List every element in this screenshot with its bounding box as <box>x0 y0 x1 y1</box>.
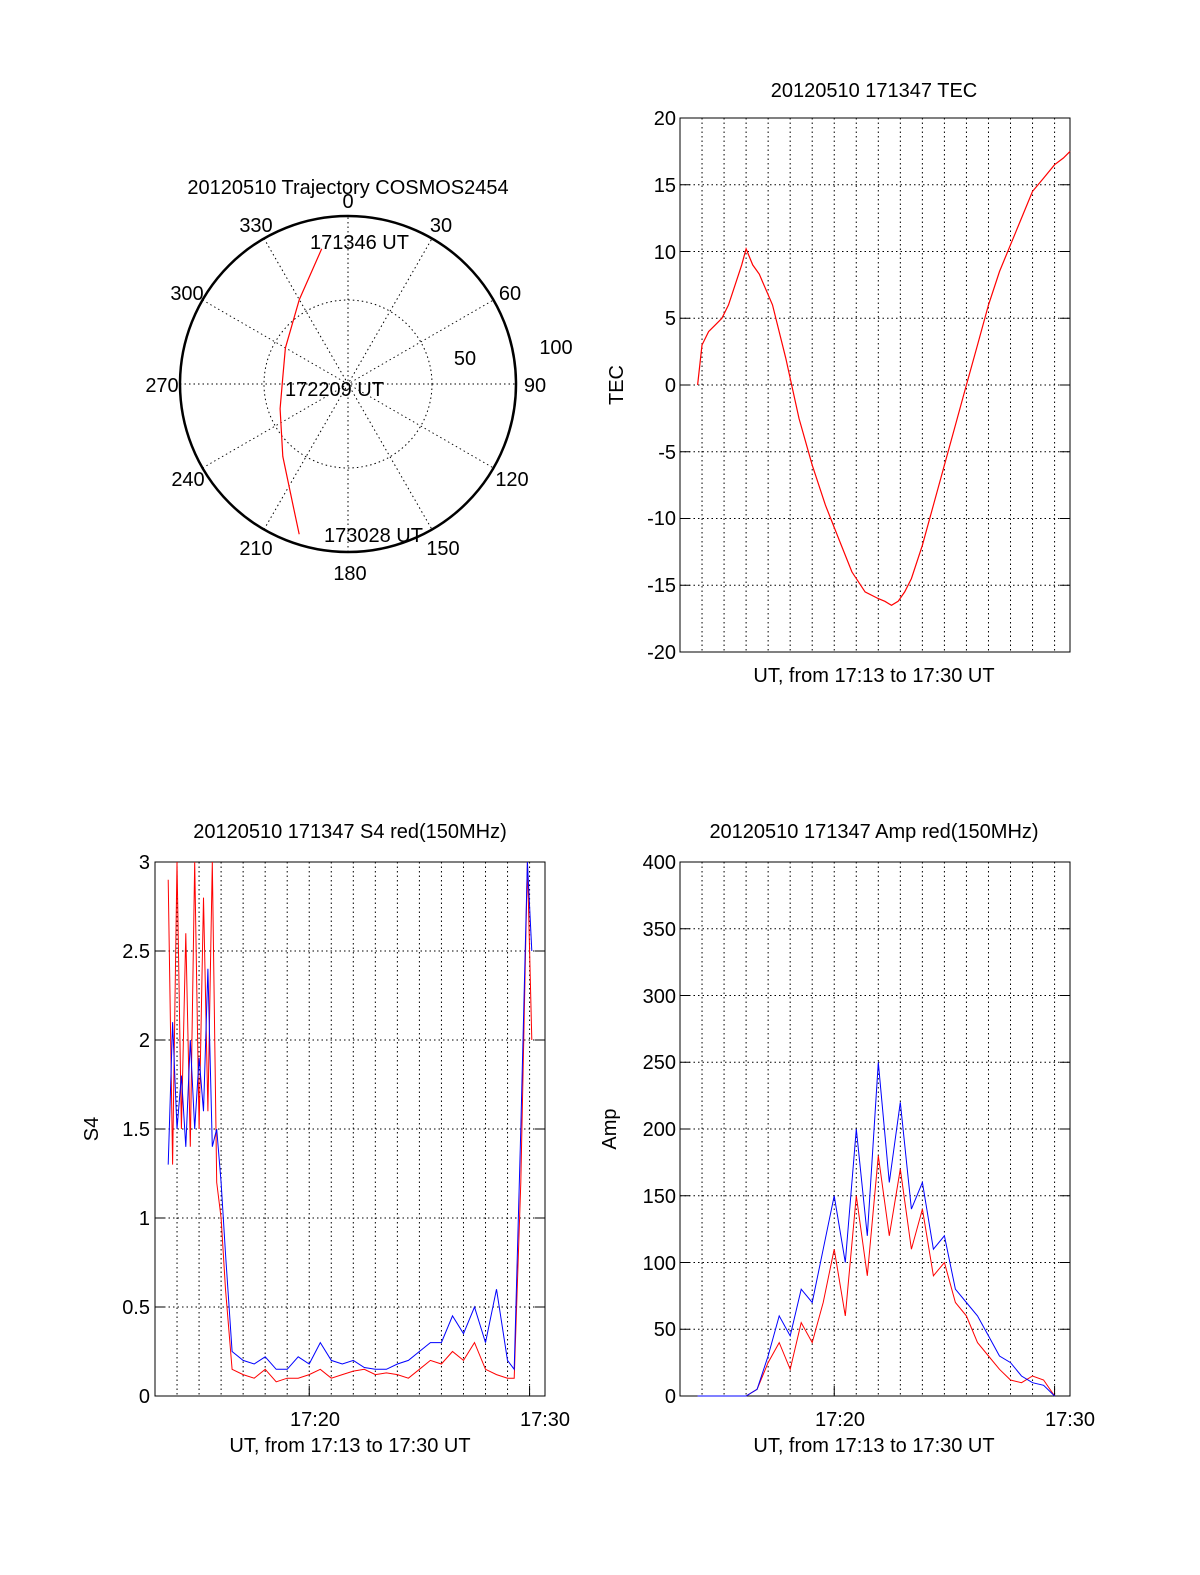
tec-ytick-label: 5 <box>665 308 676 330</box>
amp-ytick-label: 0 <box>665 1386 676 1408</box>
amp-blue-series-line <box>697 1062 1055 1397</box>
s4-plot-frame <box>154 861 546 1397</box>
s4-chart-title: 20120510 171347 S4 red(150MHz) <box>193 821 507 843</box>
azimuth-label-90: 90 <box>524 375 546 397</box>
amp-ytick-label: 150 <box>643 1186 676 1208</box>
azimuth-label-210: 210 <box>239 538 272 560</box>
azimuth-label-330: 330 <box>239 215 272 237</box>
polar-azimuth-labels: 0 30 60 90 120 150 180 210 240 270 300 3… <box>145 191 546 585</box>
polar-chart-title: 20120510 Trajectory COSMOS2454 <box>187 177 508 199</box>
s4-chart: 20120510 171347 S4 red(150MHz) 0 0.5 1 1… <box>81 821 570 1457</box>
s4-ytick-label: 0 <box>139 1386 150 1408</box>
polar-grid <box>180 216 516 552</box>
amp-ytick-label: 400 <box>643 852 676 874</box>
amp-ytick-label: 300 <box>643 986 676 1008</box>
s4-ytick-label: 1.5 <box>122 1119 150 1141</box>
s4-ytick-label: 0.5 <box>122 1297 150 1319</box>
polar-spoke <box>263 238 433 530</box>
tec-ytick-label: 15 <box>654 175 676 197</box>
azimuth-label-300: 300 <box>170 283 203 305</box>
azimuth-label-270: 270 <box>145 375 178 397</box>
tec-ytick-label: -15 <box>647 575 676 597</box>
s4-y-axis-label: S4 <box>81 1117 103 1141</box>
amp-x-axis-label: UT, from 17:13 to 17:30 UT <box>753 1435 994 1457</box>
s4-xtick-label: 17:30 <box>520 1409 570 1431</box>
azimuth-label-60: 60 <box>499 283 521 305</box>
amp-ytick-label: 50 <box>654 1319 676 1341</box>
s4-ytick-label: 1 <box>139 1208 150 1230</box>
azimuth-label-240: 240 <box>171 469 204 491</box>
amp-y-tick-labels: 0 50 100 150 200 250 300 350 400 <box>643 852 676 1408</box>
amp-ytick-label: 200 <box>643 1119 676 1141</box>
zenith-label-50: 50 <box>454 348 476 370</box>
amp-red-series-line <box>697 1155 1056 1397</box>
amp-ytick-label: 350 <box>643 919 676 941</box>
tec-y-tick-labels: 20 15 10 5 0 -5 -10 -15 -20 <box>647 108 676 664</box>
s4-blue-series-line <box>167 861 533 1371</box>
track-start-label: 171346 UT <box>310 232 409 254</box>
tec-y-axis-label: TEC <box>606 365 628 405</box>
track-mid-label: 172209 UT <box>285 379 384 401</box>
tec-series-line <box>697 150 1071 607</box>
track-end-label: 173028 UT <box>324 525 423 547</box>
amp-chart-title: 20120510 171347 Amp red(150MHz) <box>709 821 1038 843</box>
tec-ytick-label: 20 <box>654 108 676 130</box>
amp-xtick-label: 17:20 <box>815 1409 865 1431</box>
s4-ytick-label: 3 <box>139 852 150 874</box>
amp-chart: 20120510 171347 Amp red(150MHz) 0 50 100… <box>599 821 1095 1457</box>
s4-red-series-line <box>167 861 533 1383</box>
s4-x-axis-label: UT, from 17:13 to 17:30 UT <box>229 1435 470 1457</box>
tec-x-axis-label: UT, from 17:13 to 17:30 UT <box>753 665 994 687</box>
tec-ytick-label: -20 <box>647 642 676 664</box>
s4-y-tick-labels: 0 0.5 1 1.5 2 2.5 3 <box>122 852 150 1408</box>
polar-outer-ring <box>178 214 518 554</box>
tec-ytick-label: -10 <box>647 508 676 530</box>
azimuth-label-150: 150 <box>426 538 459 560</box>
polar-trajectory-chart: 20120510 Trajectory COSMOS2454 0 30 60 9… <box>145 177 572 585</box>
amp-y-axis-label: Amp <box>599 1108 621 1149</box>
s4-xtick-label: 17:20 <box>290 1409 340 1431</box>
azimuth-label-0: 0 <box>342 191 353 213</box>
azimuth-label-30: 30 <box>430 215 452 237</box>
tec-ytick-label: 10 <box>654 242 676 264</box>
amp-ytick-label: 250 <box>643 1052 676 1074</box>
s4-ytick-label: 2 <box>139 1030 150 1052</box>
tec-chart: 20120510 171347 TEC 20 15 10 5 0 -5 -10 … <box>606 80 1071 687</box>
zenith-label-100: 100 <box>539 337 572 359</box>
azimuth-label-120: 120 <box>495 469 528 491</box>
amp-plot-frame <box>679 861 1071 1397</box>
polar-track-line <box>279 248 323 535</box>
s4-ytick-label: 2.5 <box>122 941 150 963</box>
tec-plot-frame <box>679 117 1071 653</box>
tec-ytick-label: 0 <box>665 375 676 397</box>
tec-chart-title: 20120510 171347 TEC <box>771 80 977 102</box>
tec-ytick-label: -5 <box>658 442 676 464</box>
amp-xtick-label: 17:30 <box>1045 1409 1095 1431</box>
azimuth-label-180: 180 <box>333 563 366 585</box>
amp-ytick-label: 100 <box>643 1253 676 1275</box>
